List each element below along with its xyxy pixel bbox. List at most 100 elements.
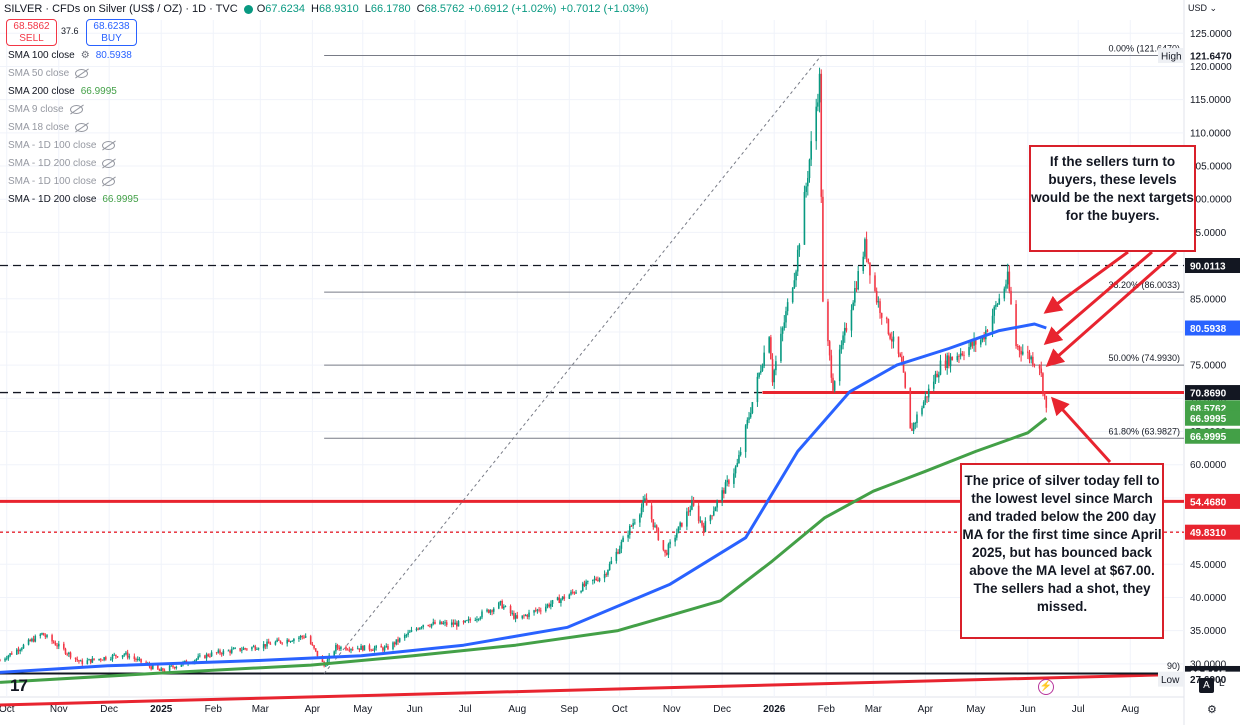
candle-body <box>912 423 915 431</box>
x-tick-label: Oct <box>612 704 628 715</box>
indicator-row[interactable]: SMA - 1D 200 close <box>8 158 116 169</box>
candle-body <box>852 302 854 310</box>
candle-body <box>657 528 660 541</box>
candle-body <box>197 656 199 659</box>
candle-body <box>969 342 972 348</box>
candle-body <box>644 498 646 501</box>
price-label-bg <box>1185 48 1240 64</box>
indicator-row[interactable]: SMA 18 close <box>8 122 89 133</box>
candle-body <box>830 355 833 378</box>
candle-body <box>1015 304 1017 347</box>
candle-body <box>697 505 700 521</box>
candle-body <box>491 610 493 612</box>
candle-body <box>622 537 624 542</box>
candle-body <box>734 466 737 474</box>
candle-body <box>462 621 465 623</box>
currency-selector[interactable]: USD ⌄ <box>1188 3 1217 14</box>
gear-icon[interactable]: ⚙ <box>1207 704 1217 716</box>
price-label: 66.9995 <box>1190 432 1227 443</box>
buy-button[interactable]: 68.6238 BUY <box>86 19 137 46</box>
annotation-buyers-targets[interactable]: If the sellers turn to buyers, these lev… <box>1029 145 1196 252</box>
candle-body <box>832 377 834 391</box>
candle-body <box>1018 346 1021 351</box>
indicator-row[interactable]: SMA 50 close <box>8 68 89 79</box>
candle-body <box>843 327 846 336</box>
candle-body <box>395 639 398 645</box>
hidden-eye-icon[interactable] <box>102 141 116 150</box>
candle-body <box>607 569 609 575</box>
sell-button[interactable]: 68.5862 SELL <box>6 19 57 46</box>
candle-body <box>163 670 166 672</box>
candle-body <box>27 639 30 645</box>
hidden-eye-icon[interactable] <box>102 177 116 186</box>
candle-body <box>539 610 542 612</box>
candle-body <box>497 602 500 609</box>
indicator-row[interactable]: SMA 100 close ⚙ 80.5938 <box>8 50 132 61</box>
candle-body <box>618 548 621 554</box>
candle-body <box>956 356 959 361</box>
symbol-title[interactable]: SILVER · CFDs on Silver (US$ / OZ) · 1D … <box>0 3 238 15</box>
indicator-settings-icon[interactable]: ⚙ <box>80 50 90 61</box>
indicator-row[interactable]: SMA - 1D 200 close 66.9995 <box>8 194 139 205</box>
indicator-row[interactable]: SMA - 1D 100 close <box>8 176 116 187</box>
candle-body <box>948 355 950 367</box>
auto-scale-button[interactable]: A <box>1199 678 1214 693</box>
candle-body <box>689 509 692 513</box>
candle-body <box>791 287 794 303</box>
candle-body <box>301 636 304 637</box>
candle-body <box>854 288 856 303</box>
candle-body <box>687 511 690 513</box>
indicator-value: 66.9995 <box>102 194 139 205</box>
indicator-row[interactable]: SMA 200 close 66.9995 <box>8 86 117 97</box>
candle-body <box>403 635 406 639</box>
candle-body <box>175 666 178 669</box>
log-scale-button[interactable]: L <box>1219 678 1225 689</box>
price-tag-bg <box>1158 671 1184 687</box>
x-tick-label: Apr <box>305 704 321 715</box>
indicator-row[interactable]: SMA 9 close <box>8 104 83 115</box>
candle-body <box>899 353 901 357</box>
candle-body <box>135 659 137 661</box>
indicator-name: SMA - 1D 100 close <box>8 140 97 151</box>
open-label: O <box>256 3 266 15</box>
candle-body <box>133 656 136 660</box>
hidden-eye-icon[interactable] <box>75 69 89 78</box>
candle-body <box>939 360 942 375</box>
candle-body <box>281 642 283 644</box>
candle-body <box>274 641 277 645</box>
lightning-icon[interactable]: ⚡ <box>1038 679 1054 695</box>
hidden-eye-icon[interactable] <box>75 123 89 132</box>
candle-body <box>536 609 539 611</box>
candle-body <box>686 511 688 527</box>
candle-body <box>52 641 55 643</box>
candle-body <box>111 654 114 660</box>
candle-body <box>150 666 152 670</box>
candle-body <box>63 643 65 649</box>
candle-body <box>19 649 21 652</box>
tradingview-logo-icon[interactable]: 17 <box>10 676 28 695</box>
candle-body <box>454 622 456 625</box>
candle-body <box>944 360 947 369</box>
high-label: H <box>311 3 319 15</box>
hidden-eye-icon[interactable] <box>69 105 83 114</box>
annotation-silver-200ma[interactable]: The price of silver today fell to the lo… <box>960 463 1164 639</box>
x-tick-label: Jul <box>459 704 472 715</box>
candle-body <box>138 658 141 660</box>
sell-price: 68.5862 <box>13 21 50 32</box>
hidden-eye-icon[interactable] <box>102 159 116 168</box>
annotation-arrow <box>1043 250 1129 314</box>
candle-body <box>1045 396 1048 408</box>
y-tick-label: 95.0000 <box>1190 228 1227 239</box>
candle-body <box>160 668 163 671</box>
sma-100-line <box>0 322 1047 674</box>
x-tick-label: Jun <box>1020 704 1036 715</box>
candle-body <box>88 659 90 661</box>
fib-level-label: 61.80% (63.9827) <box>1108 426 1180 436</box>
candle-body <box>726 480 728 483</box>
candle-body <box>86 660 89 664</box>
y-tick-label: 30.0000 <box>1190 659 1227 670</box>
candle-body <box>974 339 977 345</box>
candle-body <box>822 196 824 302</box>
indicator-row[interactable]: SMA - 1D 100 close <box>8 140 116 151</box>
